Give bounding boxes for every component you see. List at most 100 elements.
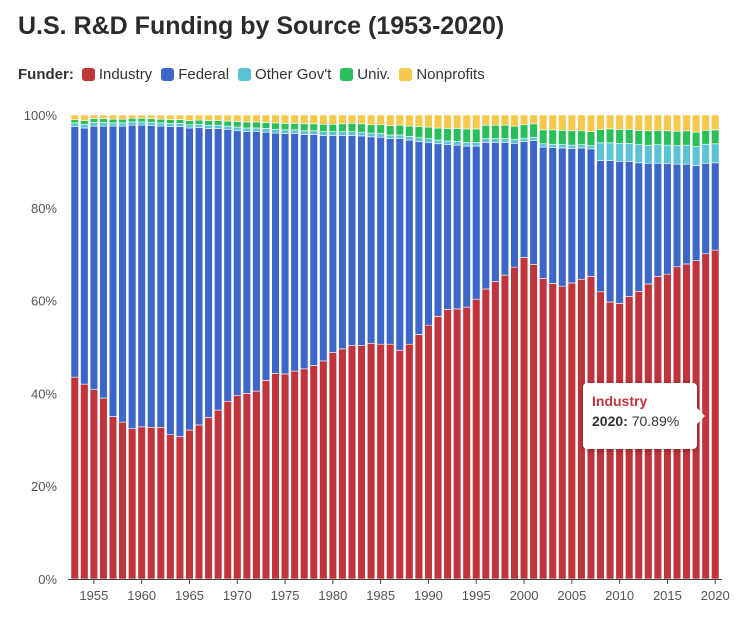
- bar-segment-other-gov-t: [433, 139, 443, 145]
- bar-segment-federal: [108, 125, 118, 417]
- legend-swatch-nonprofits: [399, 68, 413, 81]
- bar-segment-other-gov-t: [366, 132, 376, 138]
- bar-segment-nonprofits: [577, 114, 586, 132]
- bar-segment-federal: [309, 134, 318, 366]
- bar-segment-other-gov-t: [462, 142, 471, 147]
- bar-segment-industry: [558, 285, 567, 580]
- legend-item-federal[interactable]: Federal: [161, 66, 229, 83]
- bar-segment-industry: [242, 393, 251, 580]
- bar-segment-nonprofits: [223, 114, 232, 122]
- bar-segment-other-gov-t: [99, 122, 108, 127]
- bar-segment-univ: [558, 130, 567, 145]
- bar-segment-other-gov-t: [615, 143, 624, 162]
- bar-segment-univ: [223, 120, 232, 127]
- chart-title: U.S. R&D Funding by Source (1953-2020): [18, 12, 505, 40]
- bar-segment-federal: [472, 145, 481, 300]
- bar-segment-univ: [280, 123, 290, 131]
- bar-segment-industry: [319, 360, 328, 580]
- bar-segment-univ: [711, 129, 720, 145]
- bar-segment-industry: [89, 389, 99, 580]
- bar-segment-other-gov-t: [376, 133, 385, 138]
- bar-segment-industry: [462, 306, 471, 580]
- bar-segment-industry: [539, 278, 548, 580]
- bar-segment-other-gov-t: [280, 129, 290, 134]
- bar-segment-industry: [300, 368, 309, 580]
- bar-segment-other-gov-t: [290, 129, 299, 134]
- x-tick-label: 2015: [653, 588, 682, 603]
- bar-segment-industry: [252, 390, 261, 580]
- bar-segment-federal: [147, 125, 156, 428]
- tooltip-value: 70.89%: [631, 413, 680, 429]
- bar-segment-other-gov-t: [261, 128, 271, 133]
- bar-segment-federal: [453, 144, 462, 310]
- bar-segment-univ: [644, 130, 653, 146]
- bar-segment-univ: [366, 124, 376, 134]
- bar-segment-nonprofits: [185, 114, 194, 121]
- bar-segment-other-gov-t: [166, 123, 175, 127]
- legend-label-industry: Industry: [98, 66, 153, 83]
- bar-segment-nonprofits: [319, 114, 328, 125]
- bar-segment-industry: [443, 309, 452, 580]
- bar-segment-other-gov-t: [605, 142, 615, 161]
- bar-segment-nonprofits: [376, 114, 385, 126]
- bar-segment-univ: [519, 124, 529, 139]
- bar-segment-other-gov-t: [80, 123, 89, 129]
- legend-item-industry[interactable]: Industry: [81, 66, 153, 83]
- bar-segment-univ: [453, 128, 462, 142]
- bar-segment-federal: [128, 124, 137, 429]
- bar-segment-univ: [472, 128, 481, 143]
- legend-item-univ[interactable]: Univ.: [340, 66, 390, 83]
- bar-segment-federal: [682, 163, 691, 265]
- bar-segment-univ: [261, 122, 271, 129]
- bar-segment-nonprofits: [405, 114, 414, 127]
- bar-segment-federal: [625, 161, 634, 297]
- y-tick-label: 40%: [31, 386, 57, 401]
- bar-segment-other-gov-t: [519, 137, 529, 142]
- bar-segment-federal: [701, 162, 710, 255]
- bar-segment-other-gov-t: [453, 141, 462, 146]
- bar-segment-univ: [328, 123, 337, 132]
- bar-segment-federal: [118, 125, 127, 423]
- bar-segment-industry: [405, 343, 414, 580]
- bar-segment-federal: [424, 142, 433, 326]
- bar-segment-industry: [386, 343, 395, 580]
- bar-segment-other-gov-t: [300, 130, 309, 135]
- bar-segment-industry: [338, 348, 347, 580]
- bar-segment-federal: [500, 142, 510, 276]
- bar-segment-other-gov-t: [137, 121, 146, 126]
- bar-segment-nonprofits: [519, 114, 529, 126]
- bar-segment-other-gov-t: [242, 127, 251, 132]
- bar-segment-other-gov-t: [701, 143, 710, 164]
- bar-segment-other-gov-t: [644, 144, 653, 164]
- bar-segment-univ: [271, 122, 280, 130]
- bar-segment-univ: [357, 123, 366, 133]
- bar-segment-univ: [663, 130, 672, 146]
- bar-segment-other-gov-t: [682, 144, 691, 165]
- bar-segment-federal: [567, 148, 576, 284]
- bar-segment-univ: [462, 128, 471, 143]
- bar-segment-univ: [118, 118, 127, 124]
- legend-item-nonprofits[interactable]: Nonprofits: [399, 66, 485, 83]
- legend-item-other-gov[interactable]: Other Gov't: [238, 66, 331, 83]
- bar-segment-other-gov-t: [481, 138, 490, 143]
- bar-segment-other-gov-t: [118, 122, 127, 127]
- bar-segment-univ: [242, 121, 251, 129]
- bar-segment-univ: [185, 120, 194, 126]
- bar-segment-industry: [414, 334, 424, 580]
- bar-segment-univ: [625, 129, 634, 144]
- bar-segment-federal: [414, 141, 424, 335]
- bar-segment-univ: [653, 130, 662, 145]
- bar-segment-univ: [386, 125, 395, 136]
- x-tick-label: 1995: [462, 588, 491, 603]
- bar-segment-other-gov-t: [500, 138, 510, 143]
- bar-segment-federal: [194, 127, 204, 426]
- bar-segment-nonprofits: [261, 114, 271, 123]
- bar-segment-nonprofits: [204, 114, 213, 121]
- bar-segment-nonprofits: [366, 114, 376, 126]
- bar-segment-other-gov-t: [214, 124, 223, 129]
- bar-segment-nonprofits: [433, 114, 443, 129]
- bar-segment-univ: [405, 125, 414, 137]
- bar-segment-other-gov-t: [443, 140, 452, 145]
- bars: [70, 114, 720, 580]
- bar-segment-other-gov-t: [596, 142, 605, 161]
